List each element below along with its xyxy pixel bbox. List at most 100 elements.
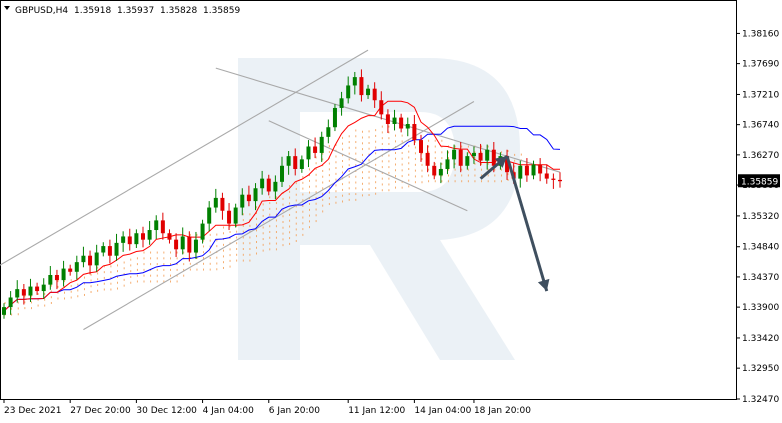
candle-body (213, 197, 218, 208)
candle-body (88, 255, 93, 266)
current-price-marker (738, 174, 780, 188)
candle-body (332, 107, 337, 128)
candle-body (94, 252, 99, 266)
candle-body (339, 98, 344, 108)
candle-body (558, 179, 562, 182)
price-tick-label: 1.38160 (742, 29, 779, 39)
candle-body (359, 77, 364, 96)
candle-body (432, 165, 437, 176)
candle-body (531, 164, 536, 176)
time-tick-label: 27 Dec 20:00 (70, 406, 131, 416)
candle-body (107, 246, 112, 256)
candle-body (74, 262, 79, 272)
time-axis[interactable]: 23 Dec 2021 27 Dec 20:00 30 Dec 12:00 4 Jan… (3, 399, 531, 416)
time-tick-label: 23 Dec 2021 (4, 406, 62, 416)
candle-body (2, 307, 6, 315)
candle-body (253, 188, 258, 202)
candle-body (313, 146, 318, 153)
candle-body (134, 233, 139, 245)
price-tick-label: 1.35320 (742, 212, 779, 222)
candle-body (127, 236, 132, 245)
candle-body (385, 114, 390, 125)
candle-body (273, 181, 278, 192)
candle-body (48, 274, 53, 285)
candle-body (299, 159, 304, 169)
candle-body (187, 236, 192, 253)
price-tick-label: 1.36270 (742, 151, 779, 161)
time-tick-label: 14 Jan 04:00 (414, 406, 471, 416)
candle-body (306, 146, 311, 160)
candle-body (15, 289, 20, 298)
candle-body (326, 127, 331, 137)
candle-body (471, 152, 476, 157)
candle-body (68, 268, 73, 272)
candle-body (346, 85, 351, 99)
candle-body (8, 297, 13, 308)
time-tick-label: 6 Jan 20:00 (269, 406, 321, 416)
candle-body (518, 165, 523, 179)
price-tick-label: 1.32950 (742, 364, 779, 374)
ohlc-low: 1.35828 (160, 6, 197, 16)
candle-body (505, 156, 510, 173)
dropdown-triangle-icon[interactable] (4, 6, 10, 10)
candle-body (372, 88, 377, 101)
candle-body (524, 165, 529, 176)
candle-body (425, 152, 430, 166)
time-tick-label: 4 Jan 04:00 (203, 406, 255, 416)
price-tick-label: 1.37690 (742, 60, 779, 70)
watermark-logo (238, 58, 520, 360)
current-price-label: 1.35859 (741, 177, 778, 187)
channel-upper-line (0, 49, 369, 266)
candle-body (160, 220, 165, 234)
price-tick-label: 1.33420 (742, 334, 779, 344)
candle-body (41, 284, 46, 292)
time-tick-label: 11 Jan 12:00 (348, 406, 405, 416)
candle-body (280, 165, 284, 182)
forecast-arrows (479, 154, 550, 292)
price-tick-label: 1.37210 (742, 90, 779, 100)
price-tick-label: 1.32470 (742, 395, 779, 405)
channel-lower-line (83, 101, 475, 331)
candle-body (180, 236, 185, 250)
candle-body (200, 223, 205, 240)
arrow-down-head (537, 278, 550, 292)
candle-body (174, 239, 179, 250)
candle-body (412, 124, 417, 141)
kijun-line (3, 125, 561, 312)
candle-body (233, 207, 238, 224)
candle-body (167, 233, 172, 240)
candle-body (485, 149, 490, 161)
candle-body (419, 140, 423, 153)
candle-body (319, 136, 324, 153)
candle-body (438, 168, 443, 176)
price-axis[interactable]: 1.38160 1.37690 1.37210 1.36740 1.36270 1.358… (736, 29, 780, 405)
candle-body (246, 194, 251, 202)
arrow-down (505, 155, 550, 292)
candle-body (293, 156, 298, 169)
candle-body (491, 149, 496, 166)
ohlc-high: 1.35937 (117, 6, 154, 16)
candle-body (352, 77, 357, 86)
candle-body (81, 255, 86, 263)
arrow-up-head (494, 156, 508, 168)
candle-body (266, 178, 271, 192)
candle-body (286, 156, 291, 166)
candle-body (405, 124, 410, 129)
time-tick-label: 18 Jan 20:00 (474, 406, 531, 416)
candle-body (551, 178, 556, 180)
candle-body (227, 210, 232, 224)
candle-body (61, 268, 66, 281)
candle-body (399, 117, 404, 129)
candle-body (465, 156, 470, 166)
ohlc-open: 1.35918 (74, 6, 111, 16)
candle-body (220, 197, 225, 211)
candle-body (538, 164, 543, 174)
desc-channel-lower-line (268, 120, 468, 212)
time-tick-label: 30 Dec 12:00 (136, 406, 197, 416)
candle-body (141, 233, 145, 240)
candle-body (114, 242, 119, 256)
candle-body (21, 289, 26, 296)
price-tick-label: 1.36740 (742, 121, 779, 131)
